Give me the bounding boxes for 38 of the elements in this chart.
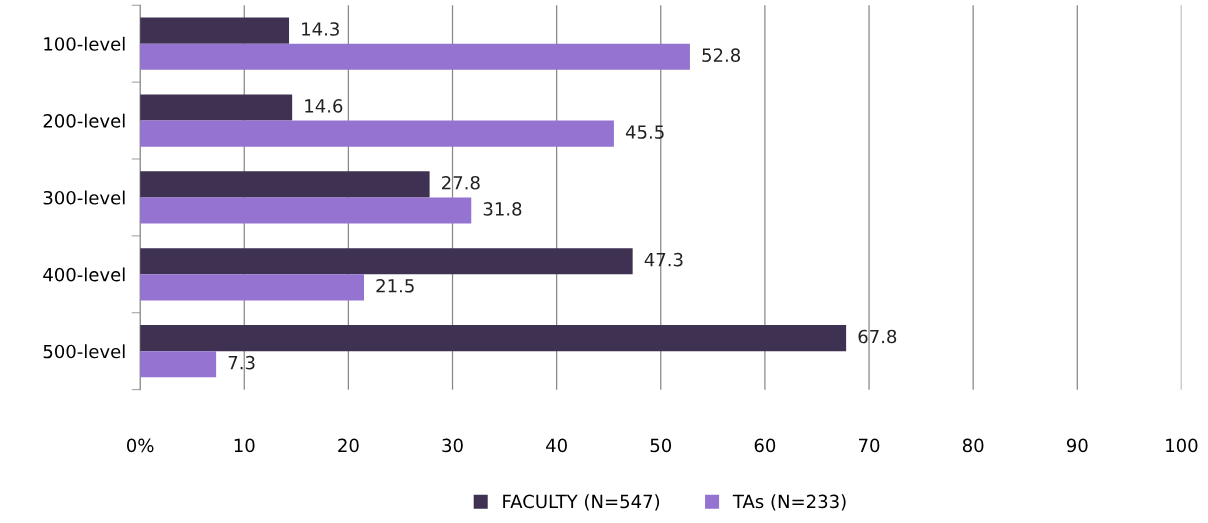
data-label: 21.5	[376, 278, 414, 293]
y-tick-label: 400-level	[43, 267, 125, 282]
x-tick-label: 100	[1166, 438, 1198, 453]
x-tick-label: 60	[754, 438, 776, 453]
x-tick-label: 0%	[127, 438, 154, 453]
data-label: 67.8	[858, 329, 897, 344]
bar	[140, 17, 290, 44]
data-label: 52.8	[702, 48, 741, 62]
x-tick-label: 30	[442, 438, 463, 453]
y-tick-label: 300-level	[43, 190, 125, 205]
y-tick-label: 500-level	[43, 344, 125, 359]
y-tick-label: 200-level	[43, 113, 125, 128]
y-tick-label: 100-level	[44, 36, 125, 51]
bar	[140, 197, 472, 224]
x-tick-label: 20	[338, 438, 359, 453]
data-label: 27.8	[442, 175, 480, 190]
x-tick-label: 50	[650, 438, 672, 453]
bar	[140, 248, 633, 275]
data-label: 7.3	[228, 355, 255, 370]
bar	[140, 325, 847, 352]
bar	[140, 43, 690, 70]
bar	[140, 351, 217, 378]
data-label: 31.8	[483, 202, 522, 216]
bar	[140, 94, 293, 121]
x-tick-label: 10	[234, 438, 255, 453]
data-label: 47.3	[644, 252, 683, 267]
x-tick-label: 80	[962, 438, 984, 453]
legend-label: FACULTY (N=547)	[503, 494, 660, 511]
x-tick-label: 90	[1066, 438, 1088, 453]
data-label: 14.3	[302, 22, 339, 36]
x-tick-label: 70	[859, 438, 880, 453]
bar	[140, 171, 430, 198]
legend-label: TAs (N=233)	[732, 494, 846, 511]
data-label: 14.6	[305, 99, 343, 113]
x-tick-label: 40	[546, 438, 567, 453]
bar	[140, 120, 614, 147]
bar	[140, 274, 365, 301]
data-label: 45.5	[625, 125, 664, 139]
